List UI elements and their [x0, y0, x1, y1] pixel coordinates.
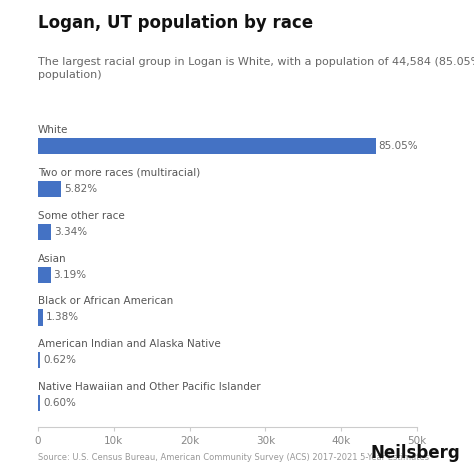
Bar: [38, 395, 40, 411]
Bar: [38, 352, 40, 368]
Text: Asian: Asian: [38, 254, 66, 264]
Text: 3.19%: 3.19%: [53, 270, 86, 280]
Bar: [38, 266, 51, 283]
Bar: [38, 181, 61, 197]
Text: 1.38%: 1.38%: [46, 312, 79, 322]
Text: Neilsberg: Neilsberg: [370, 444, 460, 462]
Text: White: White: [38, 125, 68, 135]
Text: The largest racial group in Logan is White, with a population of 44,584 (85.05% : The largest racial group in Logan is Whi…: [38, 57, 474, 80]
Text: Logan, UT population by race: Logan, UT population by race: [38, 14, 313, 32]
Text: Some other race: Some other race: [38, 211, 125, 221]
Text: 85.05%: 85.05%: [379, 141, 419, 151]
Text: Black or African American: Black or African American: [38, 296, 173, 306]
Text: 0.62%: 0.62%: [43, 356, 76, 365]
Bar: [38, 138, 376, 155]
Bar: [38, 224, 51, 240]
Bar: [38, 310, 44, 326]
Text: Source: U.S. Census Bureau, American Community Survey (ACS) 2017-2021 5-Year Est: Source: U.S. Census Bureau, American Com…: [38, 453, 429, 462]
Text: Two or more races (multiracial): Two or more races (multiracial): [38, 168, 200, 178]
Text: American Indian and Alaska Native: American Indian and Alaska Native: [38, 339, 221, 349]
Text: Native Hawaiian and Other Pacific Islander: Native Hawaiian and Other Pacific Island…: [38, 382, 261, 392]
Text: 0.60%: 0.60%: [43, 398, 76, 408]
Text: 5.82%: 5.82%: [64, 184, 97, 194]
Text: 3.34%: 3.34%: [54, 227, 87, 237]
